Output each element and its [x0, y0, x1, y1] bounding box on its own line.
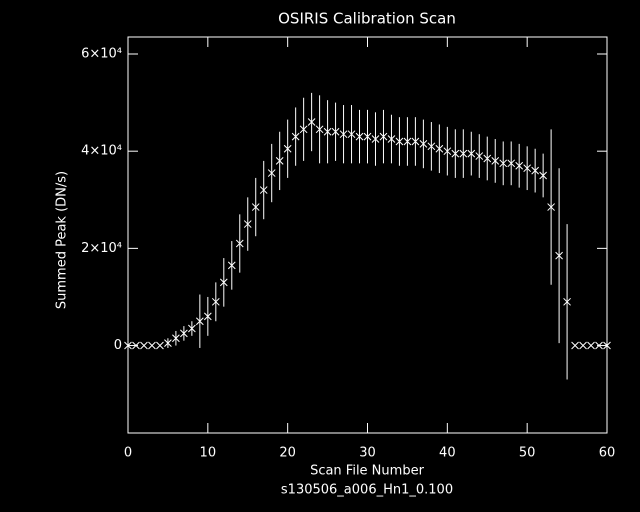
marker — [124, 341, 132, 350]
marker — [555, 251, 563, 260]
marker — [267, 169, 276, 177]
marker — [539, 171, 547, 180]
y-tick-label: 4×10⁴ — [81, 144, 122, 159]
marker — [251, 203, 260, 211]
marker — [387, 135, 396, 143]
marker — [164, 339, 172, 347]
marker — [323, 127, 332, 136]
x-tick-label: 50 — [519, 446, 536, 461]
marker — [523, 164, 532, 173]
y-tick-label: 2×10⁴ — [81, 241, 122, 256]
marker — [467, 149, 476, 158]
marker — [347, 130, 356, 139]
marker — [148, 341, 156, 350]
marker — [355, 132, 364, 141]
marker — [363, 132, 372, 141]
marker — [483, 154, 492, 163]
x-tick-label: 30 — [359, 446, 376, 461]
marker — [211, 297, 220, 306]
x-axis-label: Scan File Number — [310, 464, 425, 479]
marker — [443, 147, 452, 156]
x-tick-label: 0 — [124, 446, 132, 461]
marker — [579, 341, 587, 350]
x-tick-label: 60 — [599, 446, 616, 461]
y-axis-label: Summed Peak (DN/s) — [55, 171, 70, 309]
x-tick-label: 40 — [439, 446, 456, 461]
chart-title: OSIRIS Calibration Scan — [278, 10, 456, 28]
marker — [315, 125, 324, 134]
marker — [603, 341, 611, 350]
x-tick-label: 20 — [279, 446, 296, 461]
marker — [419, 140, 428, 148]
marker — [395, 137, 404, 146]
marker — [331, 127, 340, 136]
plot-frame — [127, 36, 608, 434]
marker — [132, 341, 140, 350]
marker — [427, 142, 436, 151]
marker — [140, 341, 148, 350]
marker — [459, 149, 468, 158]
marker — [275, 157, 284, 165]
marker — [403, 137, 412, 146]
marker — [156, 341, 164, 350]
y-tick-label: 0 — [114, 338, 122, 353]
marker — [259, 186, 268, 194]
x-tick-label: 10 — [200, 446, 217, 461]
marker — [475, 152, 484, 160]
marker — [339, 130, 348, 139]
y-tick-label: 6×10⁴ — [81, 47, 122, 62]
marker — [571, 341, 579, 350]
marker — [219, 278, 228, 287]
marker — [491, 157, 500, 165]
marker — [307, 118, 316, 126]
marker — [291, 132, 300, 141]
marker — [587, 341, 595, 350]
marker — [563, 297, 571, 306]
marker — [235, 239, 244, 248]
marker — [299, 125, 308, 134]
marker — [227, 261, 236, 270]
marker — [188, 324, 196, 333]
marker — [180, 329, 188, 338]
marker — [379, 132, 388, 141]
marker — [531, 166, 540, 175]
marker — [203, 312, 212, 321]
marker — [283, 144, 292, 153]
marker — [371, 135, 380, 143]
marker — [515, 161, 524, 170]
marker — [172, 334, 180, 343]
marker — [243, 220, 252, 228]
subtitle: s130506_a006_Hn1_0.100 — [281, 483, 453, 498]
marker — [507, 159, 516, 168]
marker — [451, 149, 460, 158]
marker — [411, 137, 420, 146]
marker — [499, 159, 508, 168]
marker — [547, 203, 555, 211]
marker — [435, 144, 444, 153]
marker — [195, 317, 204, 326]
marker — [595, 341, 603, 350]
